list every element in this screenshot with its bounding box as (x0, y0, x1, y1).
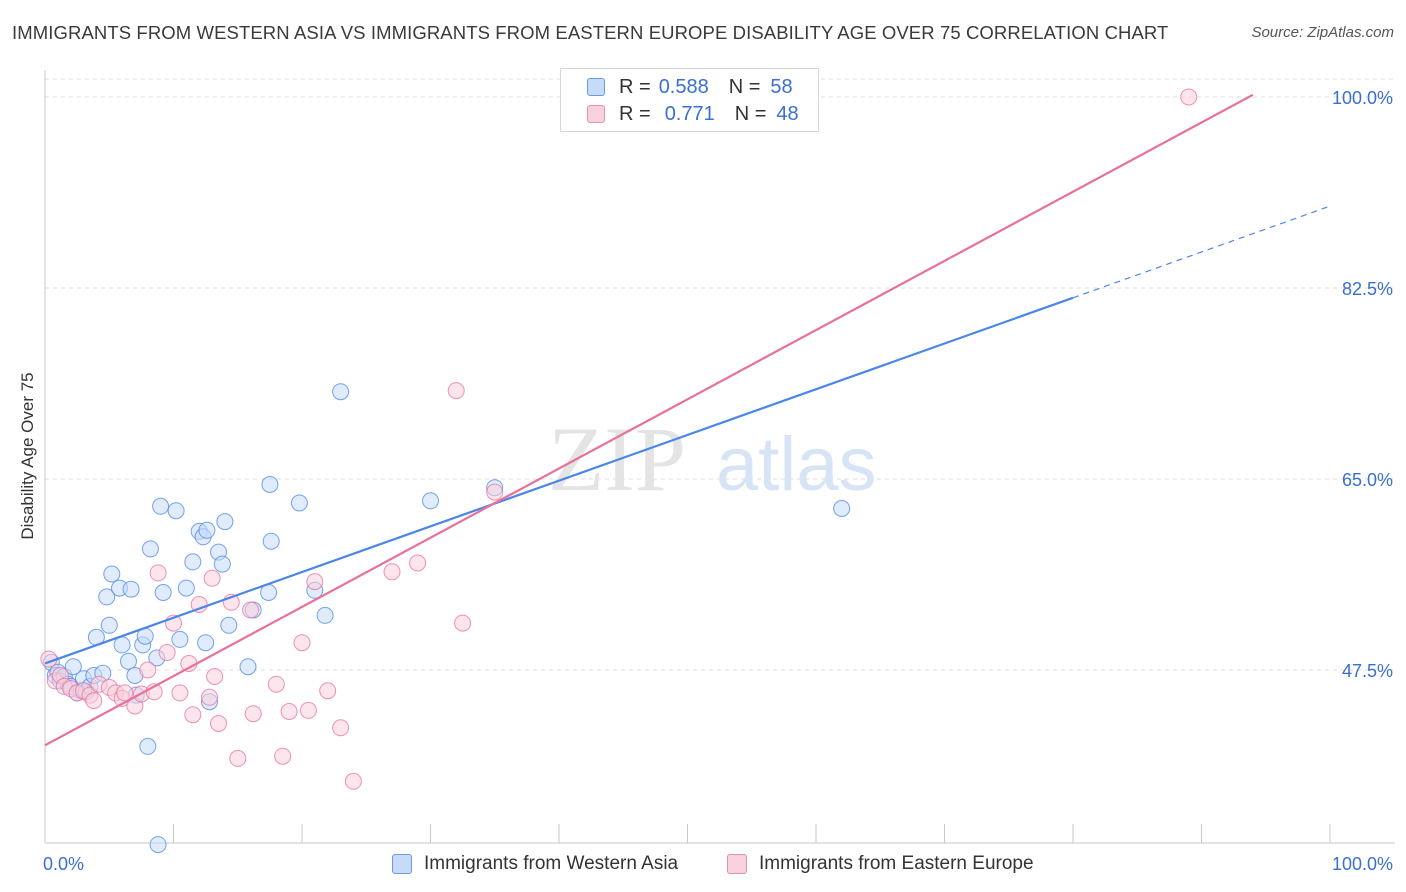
point-western-asia (316, 606, 334, 624)
y-tick-label: 100.0% (1332, 88, 1393, 108)
point-western-asia (197, 634, 215, 652)
point-western-asia (198, 521, 216, 539)
point-eastern-europe (158, 644, 176, 661)
legend-row-western-asia: R = 0.588 N = 58 (561, 74, 793, 100)
point-western-asia (262, 532, 280, 550)
point-western-asia (103, 565, 121, 583)
point-eastern-europe (486, 483, 504, 501)
chart-source: Source: ZipAtlas.com (1251, 24, 1394, 41)
point-eastern-europe (280, 703, 298, 720)
bottom-legend-western-asia: Immigrants from Western Asia (392, 851, 678, 877)
point-western-asia (213, 555, 231, 573)
point-western-asia (833, 500, 851, 517)
point-eastern-europe (244, 705, 262, 723)
watermark: ZIP atlas (548, 408, 877, 510)
point-eastern-europe (206, 668, 224, 685)
trend-layer (44, 93, 1331, 747)
x-tick-label: 0.0% (43, 854, 84, 874)
trendline-eastern-europe (44, 93, 1254, 747)
point-eastern-europe (171, 684, 189, 702)
axis-layer (44, 70, 1395, 844)
point-western-asia (184, 553, 202, 571)
chart-title: IMMIGRANTS FROM WESTERN ASIA VS IMMIGRAN… (12, 22, 1169, 43)
point-western-asia (141, 540, 159, 558)
point-eastern-europe (299, 701, 317, 719)
point-western-asia (113, 636, 131, 654)
point-eastern-europe (149, 564, 167, 582)
point-western-asia (220, 616, 238, 634)
bottom-legend-label-western-asia: Immigrants from Western Asia (424, 853, 679, 874)
watermark-atlas: atlas (716, 422, 877, 507)
correlation-legend: R = 0.588 N = 58 R = 0.771 N = 48 (560, 68, 819, 132)
point-western-asia (261, 476, 279, 493)
bottom-legend-label-eastern-europe: Immigrants from Eastern Europe (759, 853, 1034, 874)
point-western-asia (290, 494, 308, 512)
point-eastern-europe (344, 772, 362, 790)
y-axis-label: Disability Age Over 75 (18, 372, 37, 539)
point-eastern-europe (242, 601, 260, 619)
point-western-asia (64, 658, 82, 676)
legend-row-eastern-europe: R = 0.771 N = 48 (561, 101, 799, 127)
point-eastern-europe (201, 688, 218, 706)
point-eastern-europe (116, 684, 134, 702)
legend-swatch-eastern-europe (587, 105, 605, 123)
point-western-asia (167, 502, 185, 520)
grid-layer (45, 78, 1395, 671)
point-eastern-europe (184, 706, 202, 724)
point-western-asia (332, 383, 350, 401)
legend-r-label: R = (619, 75, 651, 98)
x-tick-label: 100.0% (1332, 854, 1393, 874)
y-tick-label: 47.5% (1342, 661, 1393, 681)
y-tick-label: 65.0% (1342, 470, 1393, 490)
point-western-asia (154, 584, 172, 601)
point-eastern-europe (293, 634, 311, 652)
point-western-asia (139, 737, 157, 755)
point-western-asia (177, 579, 195, 597)
point-western-asia (122, 580, 140, 598)
point-eastern-europe (447, 382, 465, 400)
trendline-western-asia (44, 296, 1074, 665)
point-western-asia (100, 616, 118, 634)
legend-r-value: 0.588 (658, 75, 709, 98)
point-eastern-europe (203, 569, 221, 587)
bottom-legend-swatch-eastern-europe (727, 854, 747, 874)
point-eastern-europe (454, 614, 472, 632)
point-western-asia (171, 630, 189, 648)
legend-n-label: N = (734, 102, 767, 125)
point-western-asia (422, 492, 439, 510)
point-western-asia (149, 836, 167, 854)
bottom-legend-swatch-western-asia (392, 854, 412, 874)
legend-n-value: 48 (776, 102, 799, 125)
legend-n-label: N = (728, 75, 761, 98)
point-eastern-europe (319, 682, 337, 700)
point-eastern-europe (1180, 88, 1198, 106)
point-eastern-europe (139, 661, 157, 679)
y-tick-label: 82.5% (1342, 279, 1393, 299)
trendline-western-asia-extension (1072, 205, 1331, 299)
point-eastern-europe (306, 573, 324, 591)
legend-r-value: 0.771 (664, 102, 715, 125)
points-layer (40, 88, 1198, 854)
legend-n-value: 58 (770, 75, 793, 98)
point-eastern-europe (409, 554, 427, 572)
bottom-legend-eastern-europe: Immigrants from Eastern Europe (727, 851, 1034, 877)
point-western-asia (120, 652, 137, 670)
point-eastern-europe (332, 719, 350, 737)
point-western-asia (216, 513, 234, 531)
point-eastern-europe (210, 715, 227, 732)
point-western-asia (239, 658, 257, 676)
point-eastern-europe (274, 747, 292, 765)
point-eastern-europe (85, 692, 103, 710)
legend-r-label: R = (619, 102, 651, 125)
point-eastern-europe (267, 675, 285, 693)
point-eastern-europe (383, 563, 401, 581)
point-eastern-europe (190, 596, 208, 613)
point-eastern-europe (229, 749, 247, 767)
point-western-asia (98, 588, 116, 606)
legend-swatch-western-asia (587, 78, 605, 96)
tick-label-layer: 47.5% 65.0% 82.5% 100.0% 0.0% 100.0% (43, 88, 1393, 874)
point-western-asia (152, 497, 170, 515)
point-eastern-europe (180, 655, 198, 672)
